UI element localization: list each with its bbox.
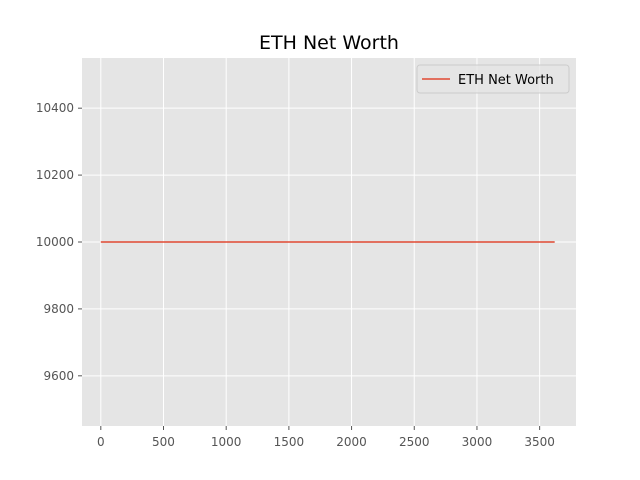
legend-box: [416, 64, 570, 94]
y-tick-label: 10400: [36, 101, 74, 115]
y-axis-ticks: 9600 9800 10000 10200 10400: [36, 101, 82, 383]
x-tick-label: 0: [97, 435, 105, 449]
legend-label: ETH Net Worth: [458, 73, 554, 88]
x-tick-label: 2000: [336, 435, 367, 449]
y-tick-label: 10000: [36, 235, 74, 249]
y-tick-label: 9800: [43, 302, 74, 316]
x-tick-label: 3000: [462, 435, 493, 449]
x-tick-label: 3500: [524, 435, 555, 449]
legend: ETH Net Worth: [416, 64, 570, 94]
y-tick-label: 9600: [43, 369, 74, 383]
x-tick-label: 2500: [399, 435, 430, 449]
x-tick-label: 500: [152, 435, 175, 449]
x-tick-label: 1000: [211, 435, 242, 449]
x-axis-ticks: 0 500 1000 1500 2000 2500 3000 3500: [97, 426, 555, 449]
y-tick-label: 10200: [36, 168, 74, 182]
chart-title: ETH Net Worth: [259, 32, 399, 54]
x-tick-label: 1500: [274, 435, 305, 449]
